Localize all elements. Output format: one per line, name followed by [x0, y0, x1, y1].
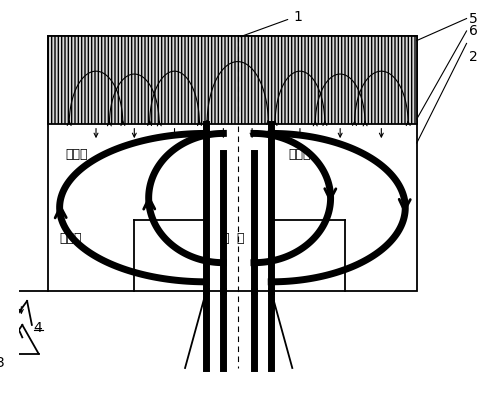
Text: 5: 5: [468, 12, 477, 26]
Bar: [48, 36, 416, 292]
Text: 1: 1: [293, 10, 302, 24]
Text: 冷凝水: 冷凝水: [65, 148, 88, 161]
Text: 冷凝水: 冷凝水: [288, 148, 310, 161]
Text: 3: 3: [0, 356, 4, 370]
Text: 6: 6: [468, 24, 477, 38]
Text: 水: 水: [221, 232, 228, 245]
Text: 冷凝水: 冷凝水: [60, 232, 82, 245]
Text: 4: 4: [34, 321, 42, 335]
Bar: [48, 36, 416, 124]
Text: 2: 2: [468, 50, 477, 64]
Text: 冷: 冷: [236, 232, 244, 245]
